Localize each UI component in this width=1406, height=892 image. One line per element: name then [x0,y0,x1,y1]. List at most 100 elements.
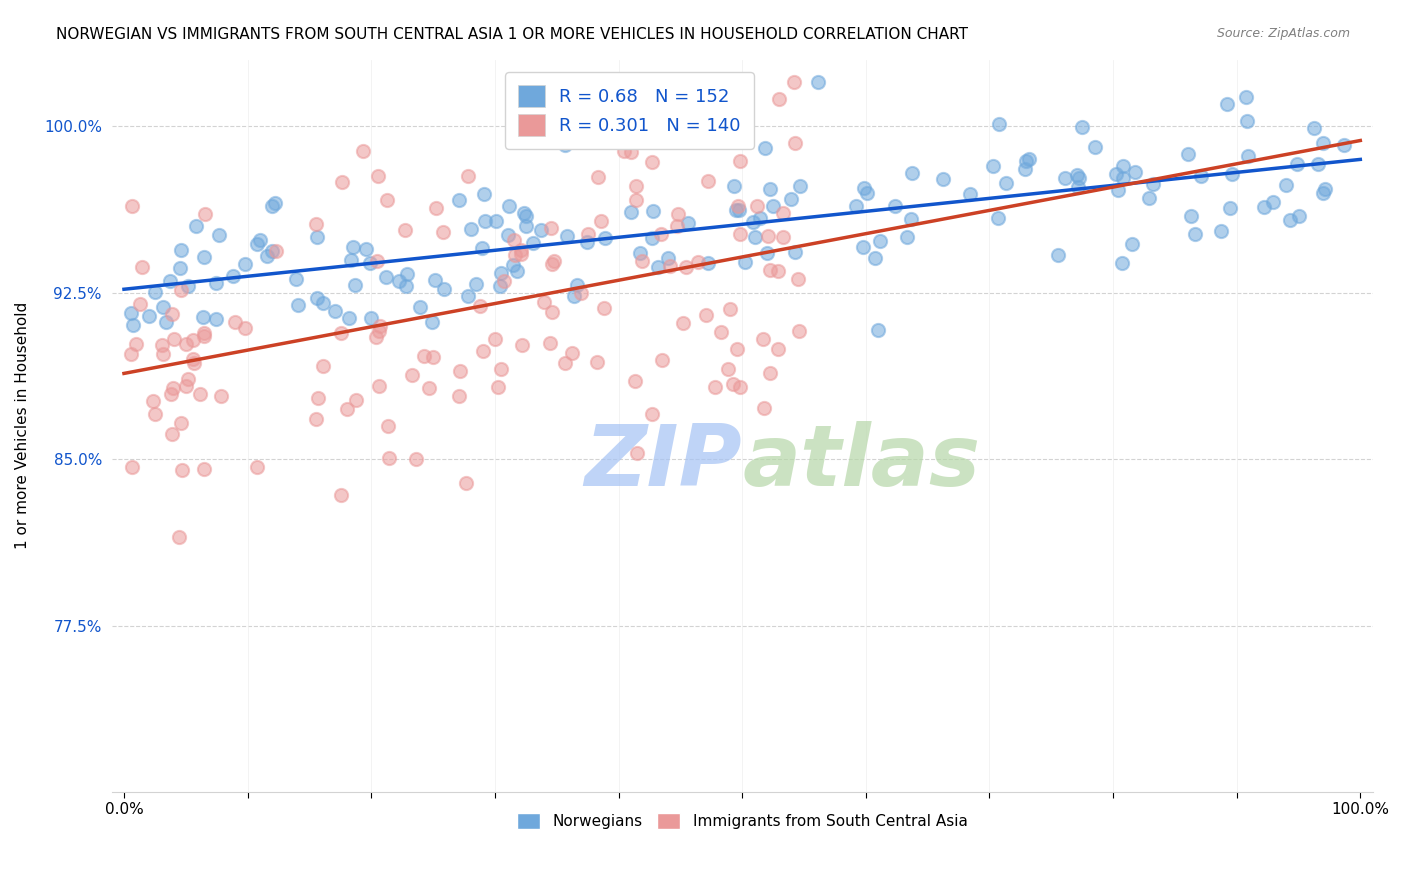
Point [145,285,167,299]
Point [152,346,174,360]
Point [641,204,664,219]
Point [489,362,512,376]
Point [759,262,782,277]
Point [1066,180,1088,194]
Point [696,256,718,270]
Point [988,117,1011,131]
Point [1220,167,1243,181]
Point [457,289,479,303]
Point [170,463,193,477]
Point [1014,162,1036,177]
Point [901,165,924,179]
Point [425,201,447,215]
Point [193,250,215,264]
Point [329,326,352,340]
Point [509,244,531,258]
Point [377,418,399,433]
Point [554,356,576,370]
Point [786,272,808,286]
Point [647,260,669,274]
Point [752,401,775,415]
Point [676,216,699,230]
Point [745,199,768,213]
Point [1189,169,1212,183]
Point [188,387,211,401]
Point [471,344,494,359]
Point [853,181,876,195]
Point [176,279,198,293]
Point [170,416,193,430]
Point [783,244,806,259]
Point [125,337,148,351]
Point [510,337,533,351]
Point [1306,157,1329,171]
Point [181,352,204,367]
Point [723,179,745,194]
Point [256,249,278,263]
Point [659,259,682,273]
Point [623,374,645,388]
Text: ZIP: ZIP [585,421,742,504]
Point [1312,186,1334,200]
Point [1234,89,1257,103]
Text: NORWEGIAN VS IMMIGRANTS FROM SOUTH CENTRAL ASIA 1 OR MORE VEHICLES IN HOUSEHOLD : NORWEGIAN VS IMMIGRANTS FROM SOUTH CENTR… [56,27,969,42]
Point [155,315,177,329]
Point [766,264,789,278]
Point [360,310,382,325]
Point [883,199,905,213]
Point [555,229,578,244]
Text: atlas: atlas [742,421,980,504]
Point [541,305,564,319]
Point [672,316,695,330]
Point [170,243,193,257]
Point [620,145,643,159]
Point [1333,137,1355,152]
Point [772,205,794,219]
Point [727,203,749,218]
Point [285,272,308,286]
Point [142,394,165,409]
Point [246,459,269,474]
Point [651,353,673,368]
Point [337,310,360,325]
Point [1066,168,1088,182]
Point [184,219,207,234]
Point [896,230,918,244]
Point [1219,201,1241,215]
Point [641,155,664,169]
Point [233,321,256,335]
Point [498,227,520,242]
Point [727,199,749,213]
Point [330,176,353,190]
Point [1067,170,1090,185]
Point [725,202,748,217]
Point [586,170,609,185]
Point [169,261,191,276]
Point [1047,247,1070,261]
Point [510,246,533,260]
Point [665,219,688,233]
Point [768,92,790,106]
Point [666,207,689,221]
Point [863,251,886,265]
Point [744,229,766,244]
Point [1288,209,1310,223]
Point [754,141,776,155]
Point [530,223,553,237]
Point [460,221,482,235]
Point [755,246,778,260]
Legend: Norwegians, Immigrants from South Central Asia: Norwegians, Immigrants from South Centra… [510,807,973,836]
Point [1184,227,1206,242]
Point [623,99,645,113]
Point [449,364,471,378]
Point [994,176,1017,190]
Point [193,462,215,476]
Point [307,391,329,405]
Point [356,242,378,256]
Point [762,199,785,213]
Point [522,236,544,251]
Point [160,387,183,401]
Point [377,451,399,466]
Point [1111,256,1133,270]
Point [1018,152,1040,166]
